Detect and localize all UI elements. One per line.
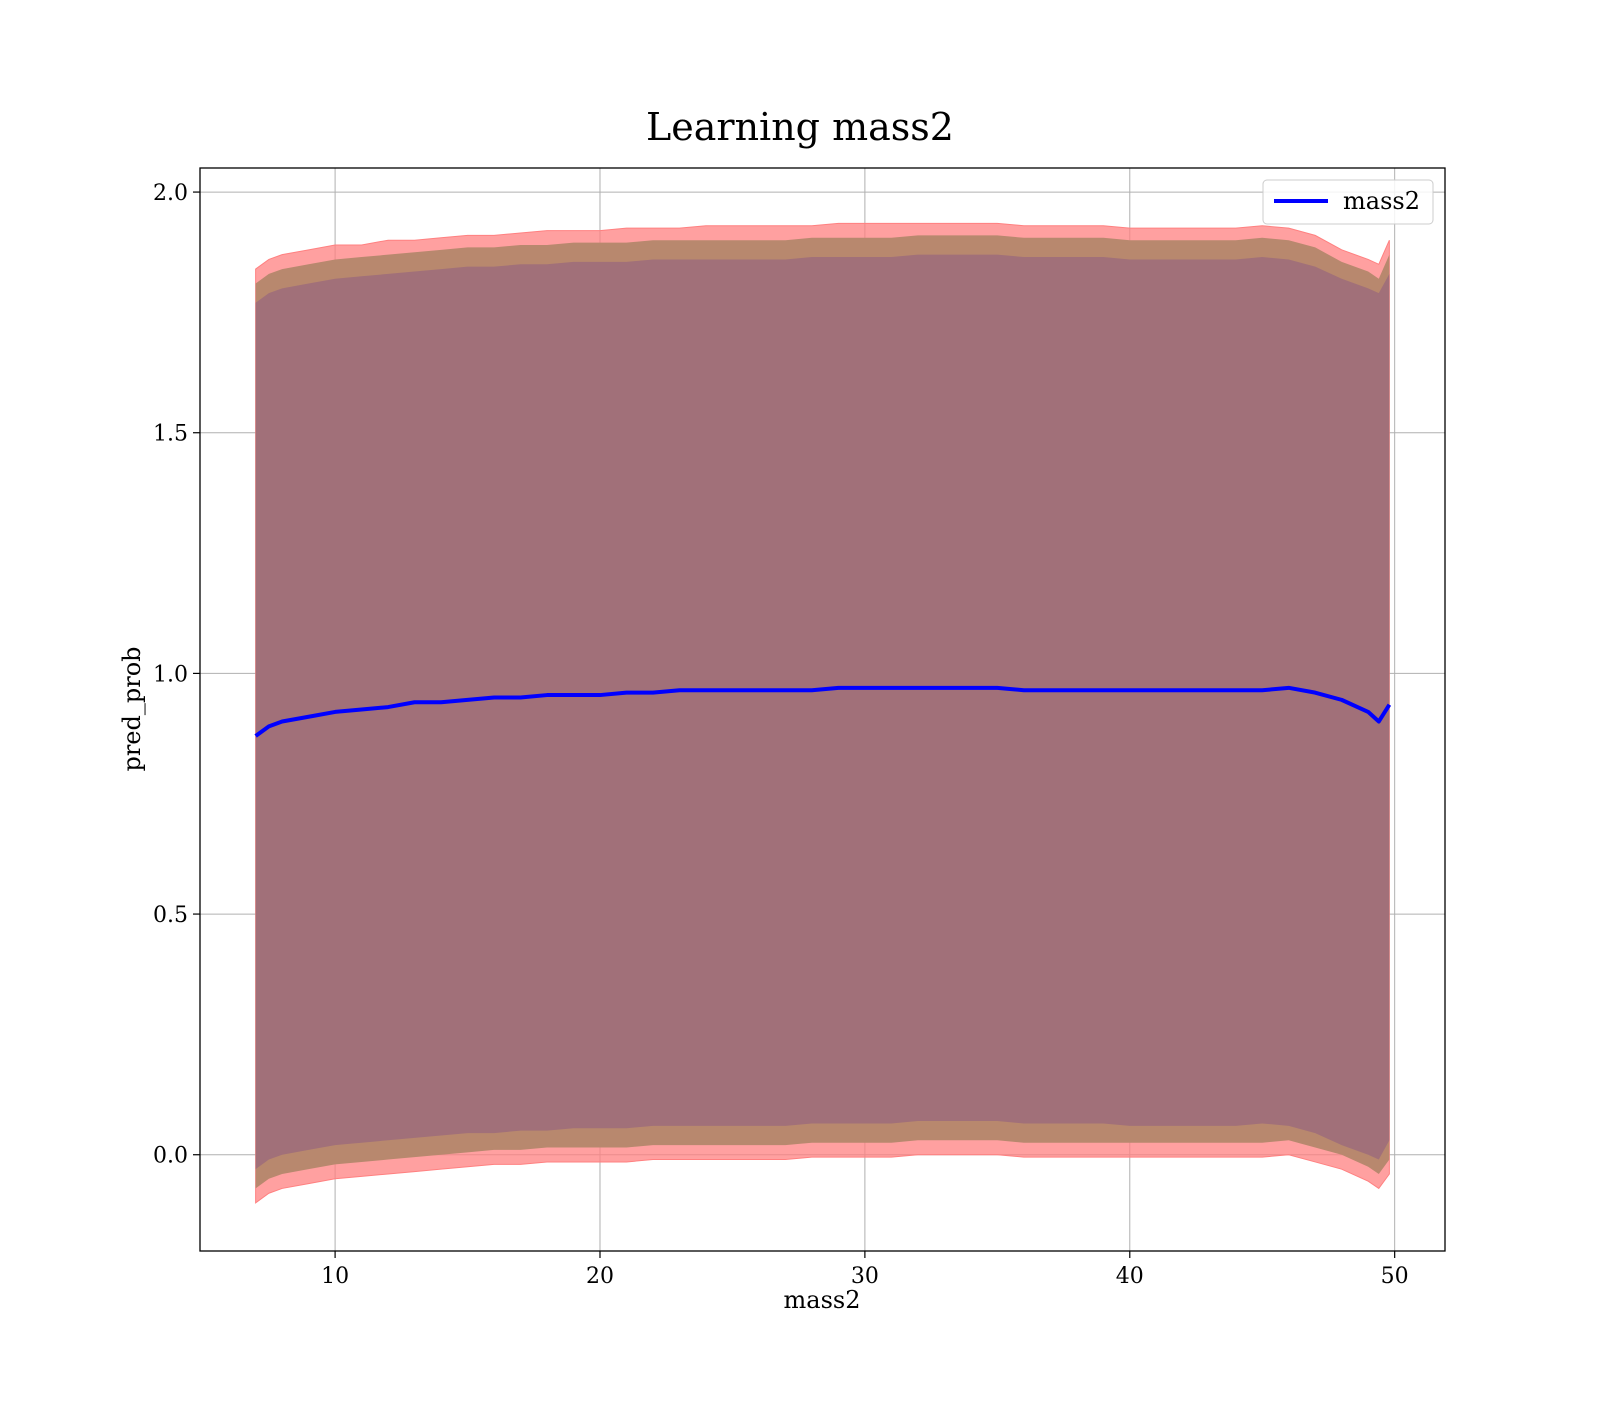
y-tick-label: 1.0	[153, 662, 188, 687]
legend-label: mass2	[1343, 187, 1420, 215]
legend: mass2	[1263, 180, 1433, 224]
x-tick-label: 40	[1116, 1264, 1144, 1289]
y-tick-label: 2.0	[153, 181, 188, 206]
inner-band	[256, 255, 1390, 1170]
band-layer	[256, 223, 1390, 1203]
y-tick-label: 1.5	[153, 422, 188, 447]
chart-title: Learning mass2	[646, 105, 954, 149]
x-tick-label: 20	[586, 1264, 614, 1289]
x-axis-label: mass2	[784, 1286, 861, 1314]
y-tick-label: 0.5	[153, 903, 188, 928]
y-tick-label: 0.0	[153, 1144, 188, 1169]
x-tick-label: 50	[1381, 1264, 1409, 1289]
x-tick-label: 10	[321, 1264, 349, 1289]
y-axis-label: pred_prob	[118, 646, 146, 771]
